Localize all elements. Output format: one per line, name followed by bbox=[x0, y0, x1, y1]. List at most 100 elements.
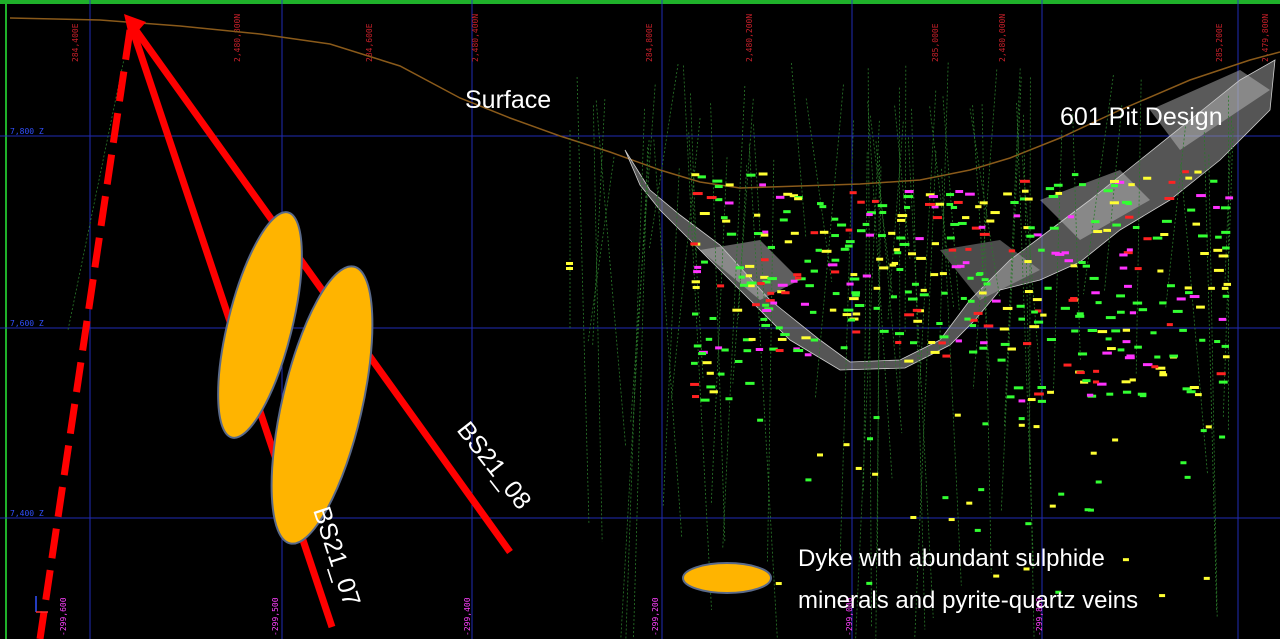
assay-tick bbox=[817, 453, 824, 457]
assay-tick bbox=[1075, 314, 1085, 318]
drill-trace bbox=[1000, 76, 1022, 512]
assay-tick bbox=[895, 340, 902, 344]
assay-tick bbox=[1192, 222, 1201, 226]
assay-tick bbox=[742, 338, 753, 342]
assay-tick bbox=[794, 276, 802, 280]
assay-tick bbox=[765, 299, 775, 303]
assay-tick bbox=[1121, 380, 1131, 384]
assay-tick bbox=[735, 266, 744, 270]
assay-tick bbox=[1053, 183, 1063, 187]
assay-tick bbox=[1155, 366, 1166, 370]
assay-tick bbox=[1143, 176, 1152, 180]
assay-tick bbox=[718, 372, 725, 376]
assay-tick bbox=[831, 234, 839, 238]
assay-tick bbox=[955, 339, 962, 343]
drill-trace bbox=[587, 156, 615, 342]
assay-tick bbox=[1221, 230, 1231, 234]
assay-tick bbox=[1117, 348, 1125, 352]
assay-tick bbox=[697, 175, 706, 179]
pit-design bbox=[624, 59, 1276, 371]
assay-tick bbox=[748, 337, 756, 341]
assay-tick bbox=[950, 205, 958, 209]
assay-tick bbox=[1184, 475, 1191, 479]
assay-tick bbox=[939, 335, 949, 339]
assay-tick bbox=[852, 312, 861, 316]
assay-tick bbox=[789, 194, 799, 198]
assay-tick bbox=[693, 270, 702, 274]
bottom-grid-label: -299,800 bbox=[1035, 597, 1044, 636]
assay-tick bbox=[1196, 305, 1205, 309]
assay-tick bbox=[1038, 248, 1045, 252]
drill-trace bbox=[737, 165, 748, 319]
drill-trace bbox=[919, 90, 937, 386]
assay-tick bbox=[793, 347, 800, 351]
assay-tick bbox=[1182, 387, 1192, 391]
assay-tick bbox=[1024, 260, 1032, 264]
assay-tick bbox=[1159, 371, 1166, 375]
assay-tick bbox=[1196, 194, 1206, 198]
drill-trace bbox=[894, 105, 911, 260]
drill-trace bbox=[867, 101, 893, 479]
assay-tick bbox=[866, 213, 873, 217]
assay-tick bbox=[775, 582, 782, 586]
assay-tick bbox=[777, 290, 786, 294]
assay-tick bbox=[969, 350, 978, 354]
assay-tick bbox=[725, 397, 733, 401]
assay-tick bbox=[810, 338, 819, 342]
assay-tick bbox=[1129, 311, 1137, 315]
top-grid-label: 2,480,400N bbox=[471, 14, 480, 62]
drill-trace bbox=[898, 87, 901, 407]
drill-trace bbox=[710, 103, 726, 542]
assay-tick bbox=[700, 398, 710, 402]
assay-tick bbox=[1126, 248, 1133, 252]
assay-tick bbox=[1221, 286, 1229, 290]
top-grid-label: 2,480,800N bbox=[233, 14, 242, 62]
assay-tick bbox=[957, 221, 967, 225]
assay-tick bbox=[721, 348, 729, 352]
drill-trace bbox=[595, 100, 627, 447]
assay-tick bbox=[1091, 220, 1100, 224]
assay-tick bbox=[955, 190, 964, 194]
assay-tick bbox=[843, 443, 850, 447]
assay-tick bbox=[865, 233, 874, 237]
assay-tick bbox=[1018, 423, 1025, 427]
assay-tick bbox=[1105, 337, 1112, 341]
assay-tick bbox=[819, 205, 827, 209]
assay-tick bbox=[1024, 290, 1033, 294]
assay-tick bbox=[1213, 248, 1223, 252]
drill-trace bbox=[633, 147, 648, 639]
assay-tick bbox=[762, 230, 769, 234]
assay-tick bbox=[920, 288, 927, 292]
assay-tick bbox=[979, 291, 987, 295]
assay-tick bbox=[962, 261, 970, 265]
assay-tick bbox=[903, 195, 914, 199]
drillhole-bs21-08-trace bbox=[127, 19, 513, 555]
assay-tick bbox=[1164, 197, 1175, 201]
drill-trace bbox=[875, 166, 882, 639]
assay-tick bbox=[877, 234, 886, 238]
assay-tick bbox=[936, 322, 943, 326]
assay-tick bbox=[979, 346, 988, 350]
assay-tick bbox=[1221, 344, 1229, 348]
assay-tick bbox=[930, 350, 940, 354]
assay-tick bbox=[1143, 237, 1152, 241]
assay-tick bbox=[983, 282, 991, 286]
assay-tick bbox=[965, 192, 975, 196]
drill-trace bbox=[620, 140, 650, 639]
assay-tick bbox=[1218, 317, 1227, 321]
assay-tick bbox=[1063, 363, 1072, 367]
assay-tick bbox=[975, 205, 982, 209]
assay-tick bbox=[712, 179, 723, 183]
assay-tick bbox=[1044, 286, 1052, 290]
assay-tick bbox=[827, 263, 838, 267]
assay-tick bbox=[1172, 309, 1183, 313]
assay-tick bbox=[1214, 340, 1221, 344]
assay-tick bbox=[1151, 365, 1159, 369]
drill-trace bbox=[1083, 74, 1114, 295]
drill-trace bbox=[875, 141, 903, 434]
assay-tick bbox=[1111, 329, 1121, 333]
assay-tick bbox=[755, 348, 764, 352]
assay-tick bbox=[1033, 320, 1044, 324]
drill-trace bbox=[1208, 154, 1218, 619]
